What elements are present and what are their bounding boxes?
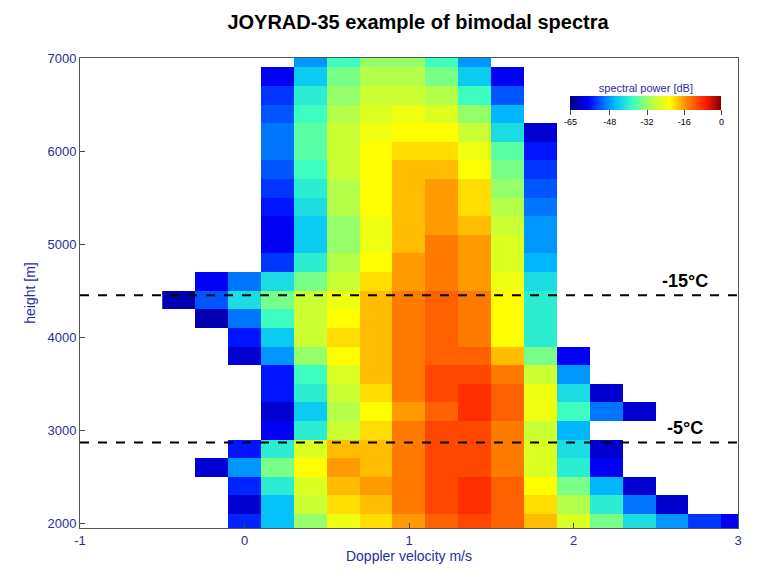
svg-text:JOYRAD-35 example of bimodal s: JOYRAD-35 example of bimodal spectra <box>227 11 609 33</box>
svg-text:6000: 6000 <box>47 144 76 159</box>
svg-text:-15°C: -15°C <box>662 271 708 291</box>
svg-text:5000: 5000 <box>47 237 76 252</box>
svg-text:2: 2 <box>570 533 577 548</box>
svg-text:-32: -32 <box>641 117 654 127</box>
svg-text:0: 0 <box>719 117 724 127</box>
svg-text:-48: -48 <box>603 117 616 127</box>
svg-text:-1: -1 <box>74 533 86 548</box>
svg-text:2000: 2000 <box>47 516 76 531</box>
svg-text:3000: 3000 <box>47 423 76 438</box>
svg-text:1: 1 <box>405 533 412 548</box>
svg-text:4000: 4000 <box>47 330 76 345</box>
svg-text:-65: -65 <box>564 117 577 127</box>
svg-text:0: 0 <box>241 533 248 548</box>
svg-text:7000: 7000 <box>47 51 76 66</box>
svg-text:Doppler velocity m/s: Doppler velocity m/s <box>346 548 472 564</box>
svg-text:3: 3 <box>734 533 741 548</box>
svg-text:-16: -16 <box>678 117 691 127</box>
svg-text:-5°C: -5°C <box>667 418 703 438</box>
svg-text:height [m]: height [m] <box>22 262 38 323</box>
svg-text:spectral power [dB]: spectral power [dB] <box>599 82 693 94</box>
